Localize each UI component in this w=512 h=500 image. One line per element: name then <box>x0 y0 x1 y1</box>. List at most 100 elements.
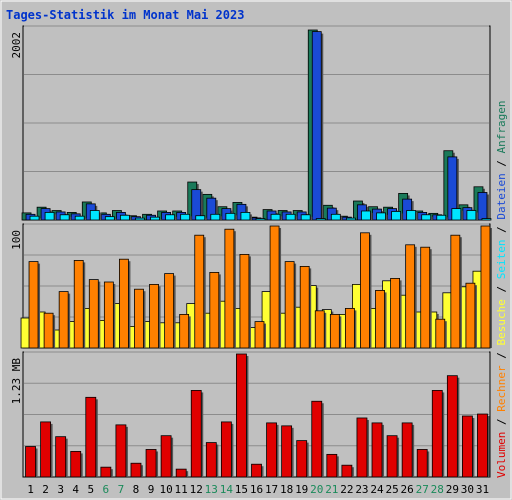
bar-rechner-day-2 <box>43 312 54 349</box>
bar-rechner-day-28 <box>435 318 446 349</box>
bar-seiten-day-18 <box>285 213 296 221</box>
bar-volumen-day-29 <box>446 375 458 478</box>
day-label: 17 <box>265 483 278 496</box>
bar-seiten-day-12 <box>195 215 206 221</box>
bar-volumen-day-23 <box>356 417 368 478</box>
right-label-group: Volumen / Rechner / Besuche / Seiten / D… <box>495 100 508 478</box>
legend-besuche: Besuche <box>495 299 508 345</box>
legend-separator: / <box>495 220 508 240</box>
bar-rechner-day-14 <box>224 228 235 349</box>
bar-seiten-day-7 <box>120 214 130 221</box>
bar-volumen-day-4 <box>70 451 82 478</box>
y-tick-label-visits: 100 <box>10 230 23 250</box>
day-label: 19 <box>295 483 308 496</box>
day-label: 7 <box>118 483 125 496</box>
panel-visits: 100 <box>10 223 492 349</box>
bar-volumen-day-30 <box>462 415 473 478</box>
bar-dateien-day-31 <box>477 192 488 221</box>
bar-seiten-day-20 <box>315 218 326 221</box>
bar-volumen-day-20 <box>311 400 323 478</box>
bar-seiten-day-14 <box>225 212 236 221</box>
bar-volumen-day-28 <box>431 390 443 478</box>
bar-rechner-day-18 <box>284 261 295 349</box>
bar-volumen-day-13 <box>205 442 217 478</box>
bar-seiten-day-8 <box>135 217 145 221</box>
bar-seiten-day-19 <box>300 214 311 221</box>
day-label: 15 <box>235 483 248 496</box>
day-label: 6 <box>103 483 110 496</box>
bar-volumen-day-24 <box>371 422 383 478</box>
bar-seiten-day-27 <box>421 214 432 221</box>
day-label: 31 <box>476 483 489 496</box>
day-label: 22 <box>340 483 353 496</box>
bar-volumen-day-26 <box>401 422 413 478</box>
bar-rechner-day-13 <box>209 271 220 349</box>
bar-seiten-day-13 <box>210 213 221 221</box>
bar-rechner-day-27 <box>420 246 431 349</box>
bar-seiten-day-22 <box>345 217 356 221</box>
day-label: 2 <box>42 483 49 496</box>
bar-seiten-day-3 <box>59 214 70 221</box>
day-label: 12 <box>190 483 203 496</box>
bar-seiten-day-1 <box>29 215 40 221</box>
bar-rechner-day-5 <box>88 279 99 349</box>
bar-volumen-day-14 <box>220 421 232 478</box>
bar-seiten-day-31 <box>481 218 492 221</box>
bar-volumen-day-21 <box>326 453 338 478</box>
y-tick-label-volume: 1.23 MB <box>10 358 23 405</box>
legend-dateien: Dateien <box>495 173 508 219</box>
chart-title: Tages-Statistik im Monat Mai 2023 <box>6 8 244 22</box>
day-label: 28 <box>431 483 444 496</box>
bar-seiten-day-24 <box>376 212 386 221</box>
bar-volumen-day-2 <box>40 421 51 478</box>
series-seiten <box>29 208 492 221</box>
day-axis: 1 2 3 4 5 6 7 8 9 10 11 12 13 14 15 16 17 18 19 20 21 22 23 24 2… <box>27 483 489 496</box>
bar-rechner-day-12 <box>194 234 205 349</box>
bar-dateien-day-20 <box>311 31 322 221</box>
bar-volumen-day-31 <box>477 413 488 478</box>
day-label: 30 <box>461 483 474 496</box>
bar-seiten-day-11 <box>180 213 191 221</box>
right-legend: Volumen / Rechner / Besuche / Seiten / D… <box>495 100 508 478</box>
legend-seiten: Seiten <box>495 240 508 280</box>
bar-rechner-day-31 <box>480 225 491 349</box>
day-label: 21 <box>325 483 338 496</box>
day-label: 10 <box>159 483 172 496</box>
bar-seiten-day-15 <box>240 212 251 221</box>
bar-volumen-day-9 <box>145 449 157 478</box>
series-volumen <box>25 353 490 478</box>
bar-seiten-day-28 <box>436 214 447 221</box>
legend-volumen: Volumen <box>495 432 508 478</box>
bar-rechner-day-23 <box>360 232 370 349</box>
day-label: 1 <box>27 483 34 496</box>
bar-volumen-day-19 <box>296 440 308 478</box>
bar-volumen-day-25 <box>386 435 398 478</box>
bar-rechner-day-25 <box>390 277 400 349</box>
bar-rechner-day-30 <box>465 282 476 349</box>
bar-volumen-day-18 <box>281 425 293 478</box>
bar-rechner-day-29 <box>450 234 461 349</box>
day-label: 16 <box>250 483 263 496</box>
legend-separator: / <box>495 412 508 432</box>
bar-seiten-day-29 <box>451 208 462 221</box>
bar-rechner-day-10 <box>164 273 175 349</box>
series-besuche <box>20 270 484 349</box>
bar-volumen-day-17 <box>266 422 277 478</box>
legend-separator: / <box>495 346 508 366</box>
day-label: 27 <box>416 483 429 496</box>
bar-volumen-day-5 <box>85 396 97 478</box>
bar-rechner-day-9 <box>149 283 159 349</box>
bar-seiten-day-9 <box>150 216 160 221</box>
panel-volume: 1.23 MB <box>10 351 491 478</box>
day-label: 8 <box>133 483 140 496</box>
bar-volumen-day-7 <box>115 424 127 478</box>
panel-requests: 2002 <box>10 25 492 221</box>
y-tick-label-requests: 2002 <box>10 32 23 59</box>
bar-seiten-day-6 <box>104 216 115 221</box>
bar-seiten-day-26 <box>406 210 417 221</box>
bar-volumen-day-1 <box>25 446 36 478</box>
bar-rechner-day-4 <box>73 259 84 349</box>
day-label: 18 <box>280 483 293 496</box>
